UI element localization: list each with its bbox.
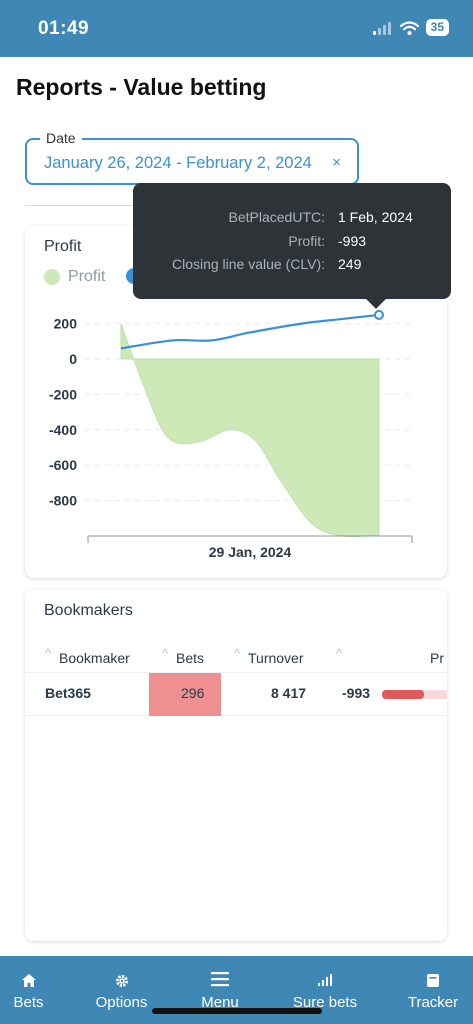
- bookmakers-card-title: Bookmakers: [44, 602, 133, 619]
- nav-label: Menu: [201, 994, 239, 1011]
- cell-turnover: 8 417: [271, 685, 307, 701]
- profit-bar-fill: [382, 690, 424, 699]
- nav-label: Options: [95, 994, 148, 1011]
- clv-highlight-point: [374, 309, 384, 320]
- y-tick-label: -600: [49, 457, 77, 473]
- nav-item-options[interactable]: Options: [88, 956, 155, 1024]
- table-header: ^ Bookmaker ^ Bets ^ Turnover ^ Pr: [25, 642, 447, 672]
- nav-item-menu[interactable]: Menu: [190, 956, 250, 1024]
- nav-item-sure-bets[interactable]: Sure bets: [285, 956, 365, 1024]
- tooltip-key: Profit:: [288, 233, 325, 249]
- chart-legend: Profit: [44, 268, 105, 286]
- tooltip-value: -993: [338, 233, 367, 249]
- status-time: 01:49: [38, 18, 90, 39]
- cell-profit: -993: [342, 685, 371, 701]
- tooltip-value: 249: [338, 256, 362, 272]
- home-indicator: [152, 1008, 322, 1014]
- status-icons: 35: [372, 19, 449, 36]
- home-icon: [0, 974, 57, 989]
- column-header-bookmaker[interactable]: ^ Bookmaker: [45, 646, 130, 666]
- nav-item-tracker[interactable]: Tracker: [400, 956, 466, 1024]
- y-tick-label: -400: [49, 422, 77, 438]
- sort-caret-icon: ^: [336, 646, 343, 661]
- book-icon: [400, 974, 466, 989]
- date-range-field[interactable]: Date January 26, 2024 - February 2, 2024…: [25, 130, 359, 185]
- sort-caret-icon: ^: [45, 646, 52, 661]
- y-tick-label: -800: [49, 493, 77, 509]
- bottom-nav: Bets Options Menu Sure bets Tracker: [0, 956, 473, 1024]
- profit-bar-track: [382, 690, 447, 699]
- battery-indicator: 35: [425, 19, 449, 36]
- legend-label-profit[interactable]: Profit: [68, 268, 106, 285]
- signal-icon: [285, 974, 365, 988]
- wifi-icon: [399, 20, 419, 35]
- y-tick-label: -200: [49, 386, 77, 402]
- column-header-turnover[interactable]: ^ Turnover: [234, 646, 304, 666]
- column-header-profit[interactable]: Pr: [430, 650, 444, 666]
- nav-label: Tracker: [407, 994, 459, 1011]
- tooltip-key: BetPlacedUTC:: [228, 209, 325, 225]
- column-header-bets[interactable]: ^ Bets: [162, 646, 205, 666]
- nav-label: Bets: [13, 994, 44, 1011]
- page-title: Reports - Value betting: [16, 74, 267, 100]
- clv-line: [120, 313, 380, 350]
- x-tick-label: 29 Jan, 2024: [209, 544, 292, 560]
- tooltip-value: 1 Feb, 2024: [338, 209, 413, 225]
- cell-bets-background: [149, 673, 221, 716]
- clear-date-icon[interactable]: ×: [332, 154, 341, 171]
- nav-item-bets[interactable]: Bets: [0, 956, 57, 1024]
- table-row[interactable]: Bet365 296 8 417 -993: [25, 672, 447, 716]
- y-tick-label: 200: [54, 316, 78, 332]
- status-bar: 01:49 35: [0, 0, 473, 57]
- profit-area: [120, 323, 380, 538]
- date-range-value[interactable]: January 26, 2024 - February 2, 2024: [44, 154, 312, 172]
- sort-caret-icon: ^: [234, 646, 241, 661]
- cellular-signal-icon: [372, 21, 391, 35]
- menu-icon: [190, 971, 250, 989]
- tooltip-key: Closing line value (CLV):: [171, 256, 325, 272]
- divider: [25, 205, 135, 206]
- profit-chart: 200 0 -200 -400 -600 -800 29 Jan, 2024: [49, 309, 413, 560]
- y-tick-label: 0: [69, 351, 77, 367]
- profit-card-title: Profit: [44, 238, 82, 255]
- bookmakers-card: Bookmakers ^ Bookmaker ^ Bets ^ Turnover…: [25, 590, 447, 941]
- cell-bets: 296: [181, 685, 205, 701]
- sort-caret-icon: ^: [162, 646, 169, 661]
- column-header-profit-value[interactable]: ^: [336, 646, 350, 666]
- nav-label: Sure bets: [292, 994, 358, 1011]
- gear-icon: [88, 974, 155, 990]
- date-field-label: Date: [40, 130, 82, 146]
- legend-swatch-profit[interactable]: [44, 269, 60, 285]
- cell-bookmaker: Bet365: [45, 685, 91, 701]
- chart-tooltip: BetPlacedUTC: 1 Feb, 2024 Profit: -993 C…: [133, 183, 451, 309]
